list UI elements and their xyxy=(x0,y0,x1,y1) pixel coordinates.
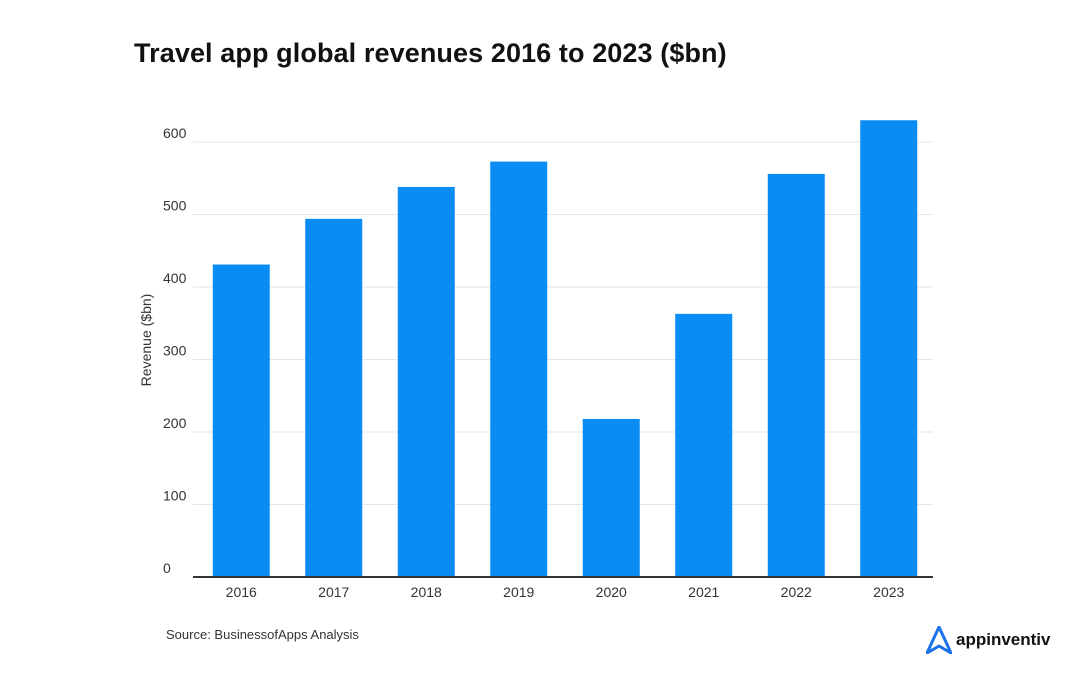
y-tick-label: 0 xyxy=(163,560,171,576)
y-tick-label: 400 xyxy=(163,270,187,286)
y-axis-title: Revenue ($bn) xyxy=(138,294,154,387)
brand-name: appinventiv xyxy=(956,630,1051,649)
x-tick-label: 2021 xyxy=(688,584,719,600)
y-axis-ticks: 0 100 200 300 400 500 600 xyxy=(163,125,187,576)
x-tick-label: 2023 xyxy=(873,584,904,600)
y-tick-label: 300 xyxy=(163,343,187,359)
chart-title: Travel app global revenues 2016 to 2023 … xyxy=(134,38,727,68)
x-axis-ticks: 2016 2017 2018 2019 2020 2021 2022 2023 xyxy=(226,584,905,600)
source-note: Source: BusinessofApps Analysis xyxy=(166,627,359,642)
x-tick-label: 2017 xyxy=(318,584,349,600)
bar-2020 xyxy=(582,418,640,577)
bar-2016 xyxy=(212,264,270,577)
x-tick-label: 2019 xyxy=(503,584,534,600)
bars xyxy=(212,120,918,577)
bar-2018 xyxy=(397,186,455,577)
y-tick-label: 200 xyxy=(163,415,187,431)
bar-2023 xyxy=(860,120,918,577)
bar-2022 xyxy=(767,173,825,577)
brand-logo: appinventiv xyxy=(926,626,1050,654)
appinventiv-logo-icon xyxy=(926,626,952,654)
x-tick-label: 2020 xyxy=(596,584,627,600)
x-tick-label: 2018 xyxy=(411,584,442,600)
y-tick-label: 100 xyxy=(163,488,187,504)
x-tick-label: 2022 xyxy=(781,584,812,600)
bar-2017 xyxy=(305,218,363,577)
y-tick-label: 500 xyxy=(163,198,187,214)
bar-2021 xyxy=(675,313,733,577)
y-tick-label: 600 xyxy=(163,125,187,141)
x-tick-label: 2016 xyxy=(226,584,257,600)
bar-2019 xyxy=(490,161,548,577)
